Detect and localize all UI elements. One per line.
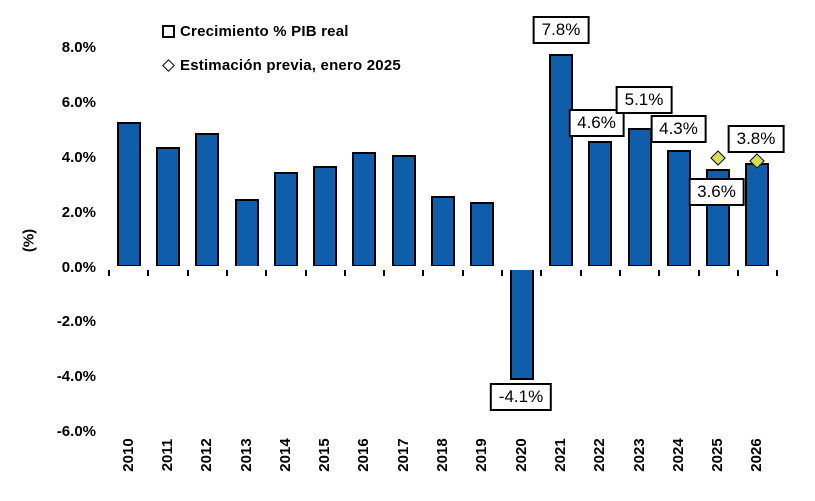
x-axis-tick [304,269,307,276]
x-tick-label: 2022 [591,438,609,472]
data-label-2024: 4.3% [650,115,707,143]
bar-2019 [470,201,495,268]
estimate-diamond-icon [710,150,726,166]
y-tick-label: -4.0% [56,368,96,386]
y-tick-label: 2.0% [61,203,96,221]
bar-2024 [666,149,691,268]
x-tick-label: 2023 [630,438,648,472]
x-axis-tick [108,269,110,276]
x-tick-label: 2025 [709,438,727,472]
bar-2010 [116,122,141,268]
x-axis-tick [147,269,150,276]
x-axis-tick [225,269,228,276]
legend-item-estimate: Estimación previa, enero 2025 [162,56,401,74]
x-axis-tick [501,269,503,276]
x-axis-tick [579,269,582,276]
y-tick-label: 6.0% [61,94,96,112]
x-tick-label: 2024 [669,438,687,472]
bar-2021 [548,53,573,268]
x-axis-tick [776,269,779,276]
legend-square-swatch-icon [162,24,175,38]
x-axis-tick [422,269,425,276]
x-axis-tick [186,269,189,276]
legend-diamond-swatch-icon [162,58,175,72]
bar-2020 [509,267,534,380]
x-tick-label: 2010 [119,438,137,472]
x-axis-tick [265,269,268,276]
legend: Crecimiento % PIB real Estimación previa… [162,22,401,90]
y-tick-label: 0.0% [61,258,96,276]
bar-2026 [745,163,770,268]
bar-2016 [352,152,377,268]
y-tick-label: -2.0% [56,313,96,331]
x-tick-label: 2015 [316,438,334,472]
x-axis-tick [736,269,739,276]
data-label-2026: 3.8% [727,125,785,153]
x-axis-tick [461,269,464,276]
x-tick-label: 2017 [394,438,412,472]
bar-2015 [313,166,338,268]
data-label-2022: 4.6% [568,109,625,137]
legend-item-label: Estimación previa, enero 2025 [180,56,401,74]
x-axis-tick [540,269,543,276]
x-tick-label: 2019 [473,438,491,472]
y-tick-label: 8.0% [61,39,96,57]
x-axis-tick [343,269,346,276]
y-tick-label: 4.0% [61,148,96,166]
x-axis-tick [383,269,386,276]
x-tick-label: 2012 [198,438,216,472]
bar-2023 [627,127,652,268]
bar-2017 [391,155,416,268]
x-tick-label: 2011 [158,438,176,472]
data-label-2020: -4.1% [489,383,553,411]
data-label-2025: 3.6% [688,178,745,206]
bar-2022 [588,141,613,268]
x-axis-tick [618,269,621,276]
data-label-2023: 5.1% [615,86,673,114]
bar-2011 [155,146,180,268]
y-tick-label: -6.0% [56,422,96,440]
x-tick-label: 2018 [434,438,452,472]
bar-2013 [234,199,259,268]
bar-2014 [273,171,298,268]
x-tick-label: 2014 [276,438,294,472]
zero-axis-line [108,265,778,270]
x-axis-tick [658,269,661,276]
x-tick-label: 2026 [748,438,766,472]
legend-item-growth: Crecimiento % PIB real [162,22,401,40]
legend-item-label: Crecimiento % PIB real [180,22,349,40]
data-label-2021: 7.8% [532,16,590,44]
bar-2012 [195,133,220,268]
x-tick-label: 2013 [237,438,255,472]
x-tick-label: 2021 [551,438,569,472]
bar-2018 [431,196,456,268]
x-tick-label: 2016 [355,438,373,472]
x-tick-label: 2020 [512,438,530,472]
x-axis-tick [697,269,700,276]
